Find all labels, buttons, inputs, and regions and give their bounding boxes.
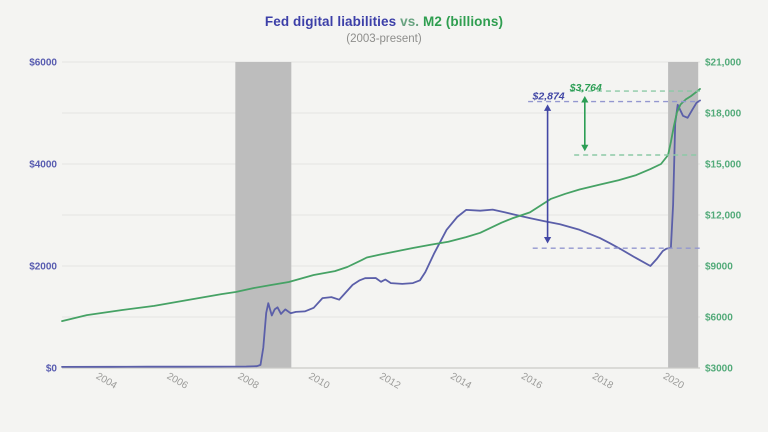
change-arrow [543,104,552,244]
chart-subtitle: (2003-present) [346,33,422,45]
arrowhead-down [543,237,552,244]
left-axis-tick: $4000 [29,160,57,171]
m2-line [61,88,701,323]
left-axis-tick: $0 [46,364,58,375]
recession-band [235,62,292,368]
recession-bands [235,62,699,368]
title-vs-label: vs. [400,14,420,29]
gridlines [62,61,700,369]
x-axis-tick: 2020 [661,371,686,392]
data-lines [61,88,701,368]
fed-liabilities-line [61,99,701,368]
right-axis-tick: $6000 [705,313,733,324]
right-axis-tick: $3000 [705,364,733,375]
annotation-label: $2,874 [532,90,565,102]
x-axis-tick: 2010 [307,371,332,392]
arrowhead-down [581,144,589,152]
x-axis-tick: 2016 [519,371,544,392]
title-m2-label: M2 (billions) [423,14,504,29]
x-axis-tick: 2004 [94,371,119,392]
right-axis-tick: $18,000 [705,109,742,120]
title-fed-label: Fed digital liabilities [264,14,397,29]
axis-tick-labels: $0 $2000 $4000 $6000 $3000 $6000 $9000 $12,000 $… [29,58,741,392]
right-axis-tick: $12,000 [705,211,742,222]
right-axis-tick: $21,000 [705,58,742,69]
x-axis-tick: 2008 [236,371,261,392]
arrowhead-up [581,96,589,103]
annotation-label: $3,764 [569,82,602,94]
arrowhead-up [543,104,552,111]
x-axis-tick: 2018 [590,371,615,392]
change-arrow [581,96,589,152]
change-arrows: $2,874 $3,764 [532,82,602,244]
x-axis-tick: 2006 [165,371,190,392]
right-axis-tick: $15,000 [705,160,742,171]
right-axis-tick: $9000 [705,262,733,273]
x-axis-tick: 2014 [448,371,473,392]
chart-title: Fed digital liabilities vs. M2 (billions… [0,14,768,29]
left-axis-tick: $2000 [29,262,57,273]
reference-dashed-lines [528,90,700,249]
left-axis-tick: $6000 [29,58,57,69]
x-axis-tick: 2012 [377,371,402,392]
